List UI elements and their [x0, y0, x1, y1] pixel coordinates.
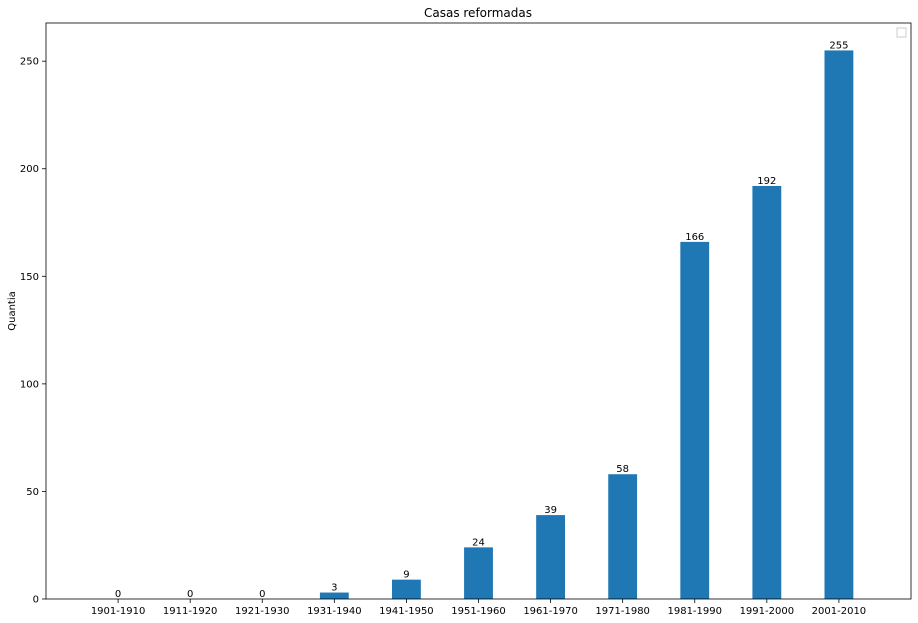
y-tick-label: 0: [33, 595, 39, 606]
bar-value-label: 0: [259, 589, 265, 600]
bar: [608, 474, 638, 599]
bar-value-label: 255: [829, 40, 848, 51]
x-tick-label: 1931-1940: [307, 606, 362, 617]
x-tick-label: 1901-1910: [91, 606, 146, 617]
bar: [464, 547, 493, 599]
plot-area: 0 0 0392439581661922550501001502002501901-…: [20, 22, 912, 617]
legend-box: [896, 27, 907, 38]
bar-value-label: 58: [616, 464, 629, 475]
bar: [824, 50, 854, 599]
y-tick-label: 200: [20, 164, 39, 175]
y-axis-label: Quantia: [7, 291, 18, 331]
x-tick-label: 1971-1980: [595, 606, 650, 617]
bar-value-label: 39: [544, 505, 557, 516]
bar-value-label: 192: [757, 176, 776, 187]
bar: [680, 241, 710, 600]
x-tick-label: 1911-1920: [163, 606, 218, 617]
bar: [392, 579, 421, 599]
x-tick-label: 1981-1990: [667, 606, 722, 617]
x-tick-label: 1991-2000: [740, 606, 795, 617]
x-tick-label: 1951-1960: [451, 606, 506, 617]
x-tick-label: 1961-1970: [523, 606, 578, 617]
bar-value-label: 24: [472, 537, 485, 548]
chart-title: Casas reformadas: [424, 6, 532, 20]
x-tick-label: 1921-1930: [235, 606, 290, 617]
y-tick-label: 100: [20, 379, 39, 390]
bar-value-label: 3: [331, 583, 337, 594]
x-tick-label: 2001-2010: [812, 606, 867, 617]
bar: [536, 515, 565, 599]
y-tick-label: 50: [26, 487, 39, 498]
bar: [752, 185, 782, 599]
bar-value-label: 9: [403, 570, 409, 581]
y-tick-label: 250: [20, 57, 39, 68]
bar: [319, 592, 349, 599]
bar-value-label: 0: [187, 589, 193, 600]
y-tick-label: 150: [20, 272, 39, 283]
bar-value-label: 166: [685, 232, 704, 243]
bar-value-label: 0: [115, 589, 121, 600]
x-tick-label: 1941-1950: [379, 606, 434, 617]
